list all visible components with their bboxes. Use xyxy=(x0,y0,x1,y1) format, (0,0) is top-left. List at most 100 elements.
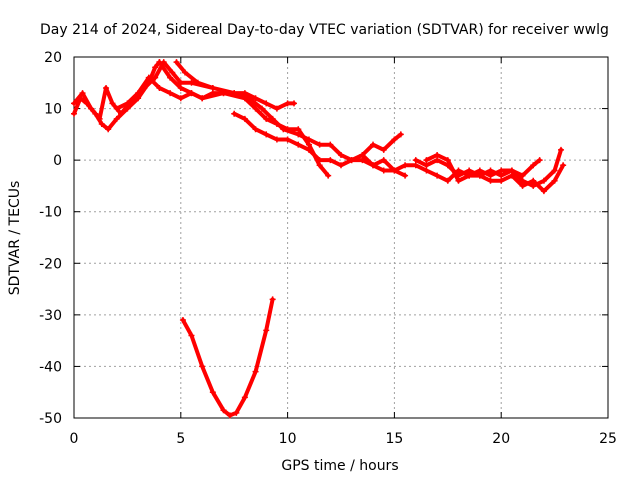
data-point xyxy=(273,105,280,112)
data-point xyxy=(284,100,291,107)
data-point xyxy=(173,59,180,66)
data-point xyxy=(209,389,216,396)
data-point xyxy=(402,162,409,169)
series-line xyxy=(180,297,275,418)
data-point xyxy=(338,151,344,158)
data-point xyxy=(551,167,558,174)
x-tick-label: 10 xyxy=(279,431,297,447)
data-point xyxy=(391,136,398,143)
data-point xyxy=(177,84,184,91)
data-point xyxy=(530,162,537,169)
data-point xyxy=(105,126,112,133)
data-point xyxy=(466,167,473,174)
data-point xyxy=(241,115,248,122)
data-point xyxy=(551,177,558,184)
data-point xyxy=(316,162,323,169)
data-point xyxy=(109,100,116,107)
data-point xyxy=(498,167,505,174)
data-point xyxy=(316,157,323,164)
y-tick-label: -40 xyxy=(39,359,62,375)
data-point xyxy=(188,79,195,86)
data-point xyxy=(252,368,259,375)
data-point xyxy=(263,131,270,138)
data-point xyxy=(220,407,227,414)
data-point xyxy=(560,162,567,169)
data-point xyxy=(487,172,494,179)
data-point xyxy=(291,100,298,107)
data-point xyxy=(71,100,77,107)
data-point xyxy=(241,394,248,401)
data-point xyxy=(199,95,206,102)
x-tick-label: 5 xyxy=(176,431,185,447)
data-point xyxy=(231,90,238,97)
data-point xyxy=(540,177,547,184)
data-point xyxy=(295,131,302,138)
data-point xyxy=(246,95,253,102)
data-point xyxy=(444,157,451,164)
x-axis-label: GPS time / hours xyxy=(281,458,398,474)
data-point xyxy=(476,167,483,174)
data-point xyxy=(487,177,494,184)
data-point xyxy=(498,172,505,179)
x-tick-label: 25 xyxy=(599,431,617,447)
data-point xyxy=(397,131,404,138)
y-axis: -50 -40 -30 -20 -10 0 10 20 xyxy=(39,50,608,427)
data-point xyxy=(305,141,312,148)
data-point xyxy=(252,126,259,133)
data-point xyxy=(188,332,195,339)
data-point xyxy=(88,105,95,112)
data-point xyxy=(530,182,537,189)
y-tick-label: -10 xyxy=(39,205,62,221)
y-tick-label: -50 xyxy=(39,411,62,427)
x-tick-label: 15 xyxy=(385,431,403,447)
data-point xyxy=(156,84,163,91)
data-point xyxy=(412,157,419,164)
data-point xyxy=(167,90,174,97)
data-point xyxy=(233,409,240,416)
plot-border xyxy=(73,56,609,419)
data-point xyxy=(169,69,176,76)
series-line xyxy=(424,147,563,188)
plot-area xyxy=(71,59,567,419)
data-point xyxy=(327,141,334,148)
data-point xyxy=(423,167,430,174)
data-point xyxy=(152,74,159,81)
data-point xyxy=(423,162,430,169)
x-axis: 0 5 10 15 20 25 xyxy=(70,57,617,447)
data-point xyxy=(98,121,105,128)
data-point xyxy=(508,172,515,179)
data-point xyxy=(263,115,270,122)
series-line xyxy=(232,111,566,194)
data-point xyxy=(455,167,462,174)
data-point xyxy=(284,136,291,143)
data-point xyxy=(434,157,441,164)
data-point xyxy=(325,172,332,179)
data-point xyxy=(199,363,206,370)
data-point xyxy=(305,136,312,143)
data-point xyxy=(295,141,302,148)
data-point xyxy=(316,141,323,148)
data-point xyxy=(380,167,387,174)
data-point xyxy=(434,151,441,158)
x-tick-label: 20 xyxy=(492,431,510,447)
y-tick-label: 20 xyxy=(44,50,62,66)
data-point xyxy=(380,146,387,153)
data-point xyxy=(152,64,159,71)
data-point xyxy=(558,146,565,153)
series-arc-5 xyxy=(173,59,409,179)
data-point xyxy=(338,162,344,169)
data-point xyxy=(466,172,473,179)
data-point xyxy=(226,412,233,419)
y-tick-label: 0 xyxy=(53,153,62,169)
y-axis-label: SDTVAR / TECUs xyxy=(7,181,23,296)
grid xyxy=(74,57,608,418)
data-point xyxy=(305,146,312,153)
series-arc-7 xyxy=(359,131,404,158)
data-point xyxy=(370,162,377,169)
data-point xyxy=(359,157,366,164)
data-point xyxy=(402,172,409,179)
data-point xyxy=(177,95,184,102)
data-point xyxy=(476,172,483,179)
data-point xyxy=(252,105,259,112)
